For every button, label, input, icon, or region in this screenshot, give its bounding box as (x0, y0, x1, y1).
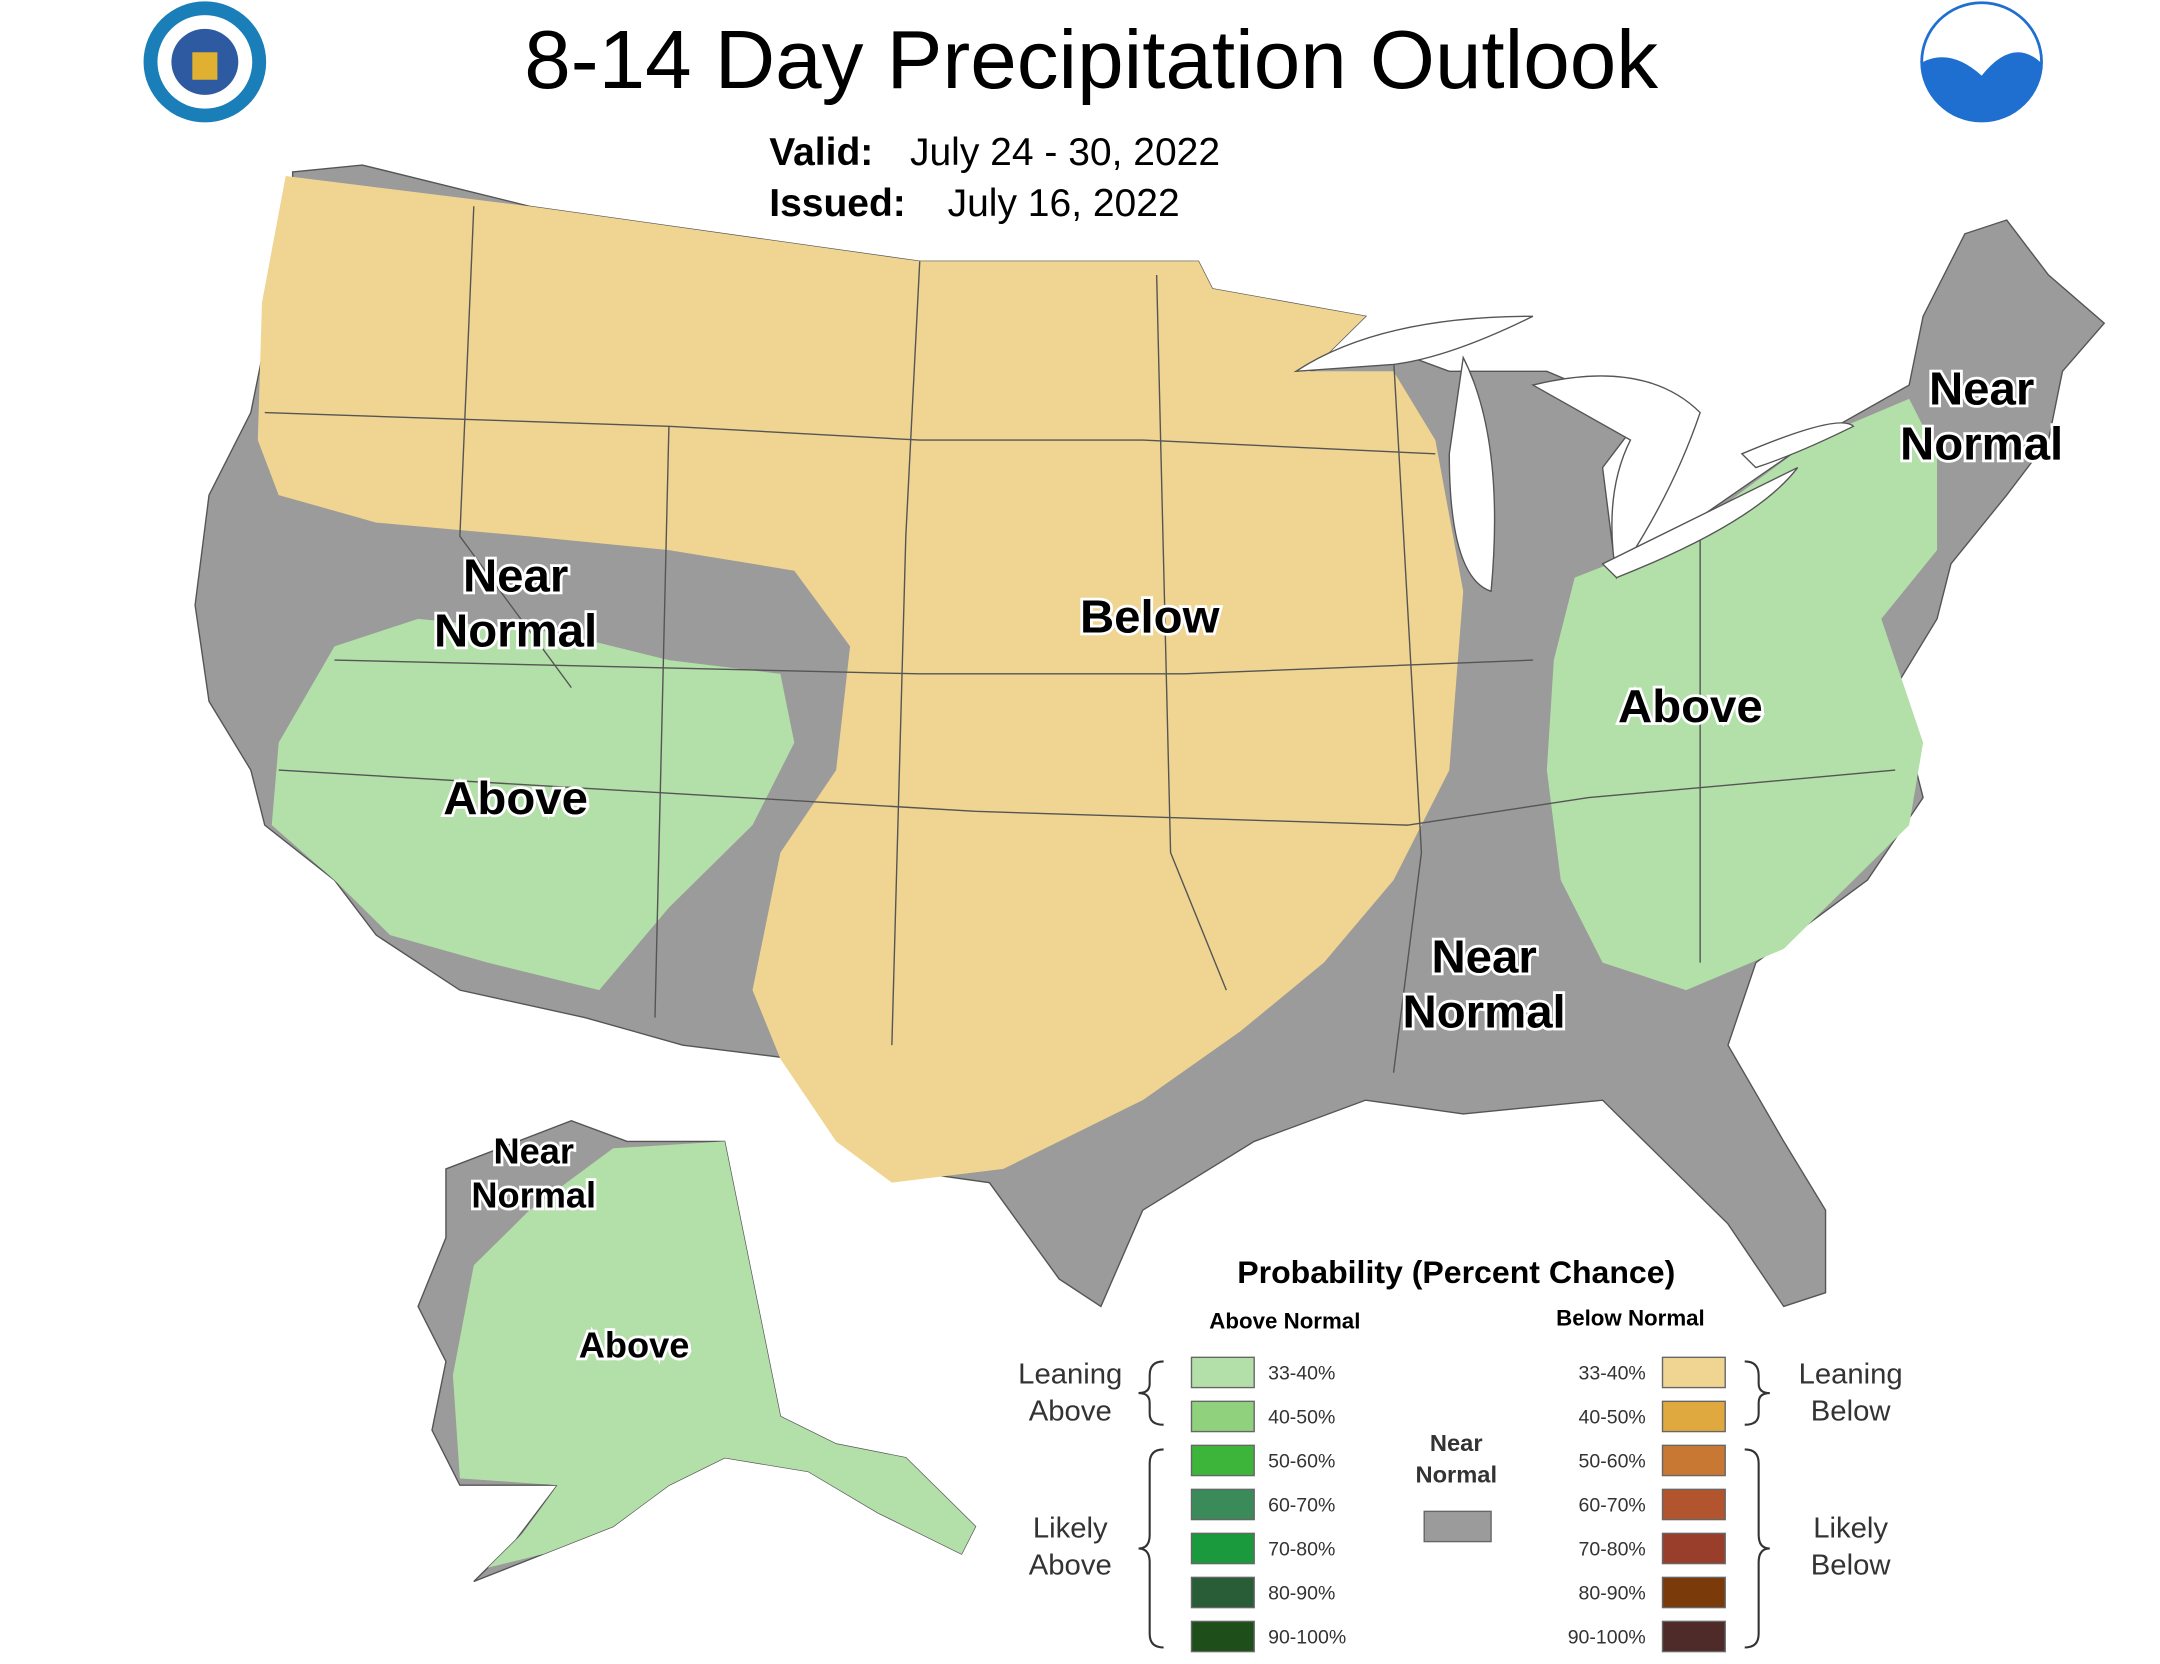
near-normal-label: Near Normal (1415, 1430, 1497, 1487)
legend-bin-label: 80-90% (1579, 1582, 1646, 1604)
region-label: Below (1080, 590, 1220, 643)
legend-bin-label: 70-80% (1268, 1538, 1335, 1560)
legend-swatch (1190, 1400, 1255, 1433)
legend-swatch (1190, 1444, 1255, 1477)
group-label: Leaning Above (1018, 1359, 1122, 1428)
conus (194, 164, 2106, 1308)
legend-header: Above Normal (1209, 1309, 1360, 1334)
region-label: Near Normal (1403, 930, 1566, 1038)
legend-bin-label: 60-70% (1579, 1494, 1646, 1516)
region-label: Near Normal (471, 1131, 596, 1216)
issued-label: Issued: (769, 182, 906, 225)
legend-bin-label: 33-40% (1579, 1362, 1646, 1384)
title: 8-14 Day Precipitation Outlook (524, 14, 1658, 106)
legend-title: Probability (Percent Chance) (1237, 1254, 1675, 1290)
region-label: Near Normal (1900, 362, 2063, 470)
legend-bin-label: 50-60% (1579, 1450, 1646, 1472)
legend-bin-label: 60-70% (1268, 1494, 1335, 1516)
legend-bin-label: 40-50% (1579, 1406, 1646, 1428)
svg-text:noaa: noaa (1962, 22, 2002, 41)
legend-bin-label: 70-80% (1579, 1538, 1646, 1560)
group-label: Likely Above (1029, 1513, 1112, 1582)
legend-bin-label: 33-40% (1268, 1362, 1335, 1384)
legend-bin-label: 40-50% (1268, 1406, 1335, 1428)
noaa-logo: noaa (1920, 1, 2043, 123)
valid-label: Valid: (769, 131, 873, 174)
legend-swatch (1661, 1400, 1726, 1433)
legend-bin-label: 90-100% (1568, 1626, 1646, 1648)
legend-swatch (1190, 1576, 1255, 1609)
legend-bin-label: 80-90% (1268, 1582, 1335, 1604)
legend-swatch (1661, 1620, 1726, 1653)
legend-swatch (1423, 1510, 1492, 1543)
legend-swatch (1661, 1356, 1726, 1389)
legend: Probability (Percent Chance) Above Norma… (1018, 1254, 1903, 1653)
braces (1138, 1360, 1770, 1649)
legend-swatch (1190, 1620, 1255, 1653)
region-label: Near Normal (434, 549, 597, 657)
alaska (417, 1120, 977, 1583)
legend-swatch (1190, 1532, 1255, 1565)
legend-swatch (1190, 1356, 1255, 1389)
region-label: Above (579, 1325, 690, 1366)
issued-date: July 16, 2022 (948, 182, 1180, 225)
valid-dates: July 24 - 30, 2022 (910, 131, 1220, 174)
group-label: Likely Below (1811, 1513, 1892, 1582)
legend-swatch (1661, 1488, 1726, 1521)
legend-swatch (1661, 1576, 1726, 1609)
legend-swatch (1661, 1532, 1726, 1565)
group-label: Leaning Below (1799, 1359, 1903, 1428)
legend-swatch (1661, 1444, 1726, 1477)
legend-swatch (1190, 1488, 1255, 1521)
doc-logo (143, 1, 267, 123)
legend-header: Below Normal (1556, 1306, 1705, 1331)
region-label: Above (1618, 679, 1763, 732)
legend-bin-label: 90-100% (1268, 1626, 1346, 1648)
region-label: Above (443, 771, 588, 824)
legend-bin-label: 50-60% (1268, 1450, 1335, 1472)
